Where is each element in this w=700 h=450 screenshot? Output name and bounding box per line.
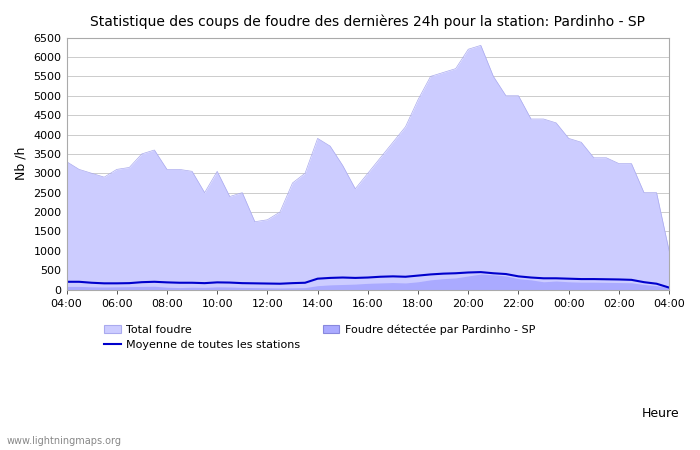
Legend: Total foudre, Moyenne de toutes les stations, Foudre détectée par Pardinho - SP: Total foudre, Moyenne de toutes les stat… — [99, 320, 540, 355]
Text: www.lightningmaps.org: www.lightningmaps.org — [7, 436, 122, 446]
Title: Statistique des coups de foudre des dernières 24h pour la station: Pardinho - SP: Statistique des coups de foudre des dern… — [90, 15, 645, 30]
Text: Heure: Heure — [641, 407, 679, 420]
Y-axis label: Nb /h: Nb /h — [15, 147, 28, 180]
